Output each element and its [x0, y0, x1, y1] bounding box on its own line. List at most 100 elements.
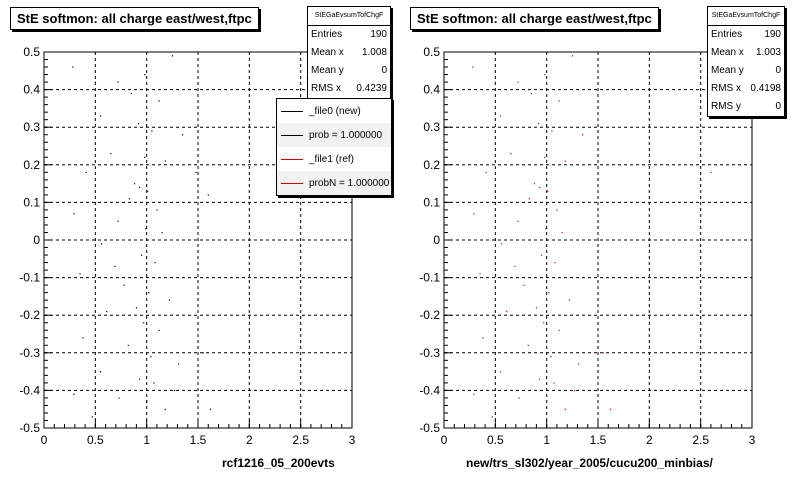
data-point	[153, 382, 155, 384]
data-point	[171, 55, 174, 57]
x-tick-label: 2	[246, 433, 253, 447]
data-point	[530, 92, 532, 95]
data-point	[100, 243, 103, 245]
x-tick-label: 3	[349, 433, 356, 447]
data-point	[72, 66, 74, 68]
y-tick-label: 0.4	[23, 83, 40, 97]
x-tick-label: 1	[543, 433, 550, 447]
x-tick-label: 2.5	[292, 433, 309, 447]
y-tick-label: -0.2	[19, 308, 40, 322]
data-point	[499, 371, 502, 373]
legend-swatch	[281, 158, 303, 160]
data-point	[177, 363, 180, 365]
data-point	[510, 153, 512, 155]
data-point	[202, 352, 204, 354]
data-point	[494, 81, 497, 83]
data-point	[523, 284, 525, 286]
y-tick-label: 0.3	[23, 120, 40, 134]
data-point	[564, 160, 566, 162]
data-point	[537, 122, 540, 125]
data-point	[573, 389, 576, 392]
data-point	[499, 115, 502, 117]
data-point	[491, 416, 493, 418]
data-point	[500, 243, 503, 245]
data-point	[588, 201, 590, 204]
data-point	[556, 209, 558, 211]
data-point	[130, 92, 132, 95]
y-tick-label: 0	[33, 233, 40, 247]
data-point	[94, 81, 97, 83]
data-point	[609, 408, 612, 410]
data-point	[538, 186, 541, 189]
y-tick-label: -0.5	[19, 421, 40, 435]
data-point	[141, 254, 143, 256]
data-point	[148, 292, 150, 294]
data-point	[547, 190, 549, 192]
y-tick-label: -0.4	[419, 383, 440, 397]
y-tick-label: -0.1	[19, 271, 40, 285]
chart-title-right: StE softmon: all charge east/west,ftpc	[410, 7, 659, 30]
data-point	[545, 228, 547, 230]
data-point	[138, 186, 141, 189]
x-tick-label: 0.5	[487, 433, 504, 447]
data-point	[133, 183, 136, 185]
stats-name-right: StEGaEvsumTofChgF	[708, 7, 784, 26]
data-point	[138, 378, 141, 380]
data-point	[550, 356, 552, 358]
data-point	[485, 171, 487, 174]
data-point	[543, 322, 545, 324]
data-point	[151, 130, 153, 132]
data-point	[518, 397, 520, 399]
data-point	[546, 401, 548, 403]
data-point	[535, 307, 538, 309]
x-tick-label: 2	[646, 433, 653, 447]
y-tick-label: -0.5	[419, 421, 440, 435]
stats-row: Mean x 1.003	[711, 47, 781, 58]
data-point	[528, 198, 530, 200]
chart-title-left: StE softmon: all charge east/west,ftpc	[10, 7, 259, 30]
data-point	[161, 231, 163, 234]
data-point	[182, 134, 184, 136]
data-point	[106, 310, 108, 313]
data-point	[551, 130, 553, 132]
data-point	[533, 183, 536, 185]
legend-entry: _file0 (new)	[277, 99, 391, 123]
data-point	[150, 356, 152, 358]
stats-name-left: StEGaEvsumTofChgF	[308, 7, 390, 26]
x-tick-label: 0	[441, 433, 448, 447]
y-tick-label: 0.2	[23, 158, 40, 172]
data-point	[168, 299, 170, 301]
data-point	[472, 66, 474, 68]
legend-swatch	[281, 110, 303, 112]
data-point	[164, 408, 166, 410]
data-point	[154, 262, 156, 264]
data-point	[553, 382, 555, 384]
y-tick-label: -0.4	[19, 383, 40, 397]
data-point	[554, 262, 556, 264]
y-tick-label: -0.2	[419, 308, 440, 322]
data-point	[117, 81, 119, 83]
data-point	[582, 134, 584, 136]
data-point	[85, 171, 87, 174]
data-point	[82, 337, 84, 339]
legend-swatch	[281, 134, 303, 136]
data-point	[117, 220, 119, 222]
data-point	[188, 201, 190, 204]
data-point	[544, 156, 546, 158]
y-tick-label: -0.1	[419, 271, 440, 285]
data-point	[517, 220, 519, 222]
x-tick-label: 0	[41, 433, 48, 447]
legend-left: _file0 (new) prob = 1.000000 _file1 (ref…	[276, 98, 392, 196]
data-point	[207, 194, 209, 196]
data-point	[146, 401, 148, 403]
x-tick-label: 0.5	[87, 433, 104, 447]
data-point	[127, 344, 129, 346]
data-point	[710, 171, 712, 174]
stats-row: Entries 190	[311, 29, 387, 40]
stats-row: Entries 190	[711, 29, 781, 40]
data-point	[506, 310, 508, 313]
data-point	[684, 164, 686, 166]
data-point	[568, 299, 570, 301]
data-point	[114, 265, 116, 268]
